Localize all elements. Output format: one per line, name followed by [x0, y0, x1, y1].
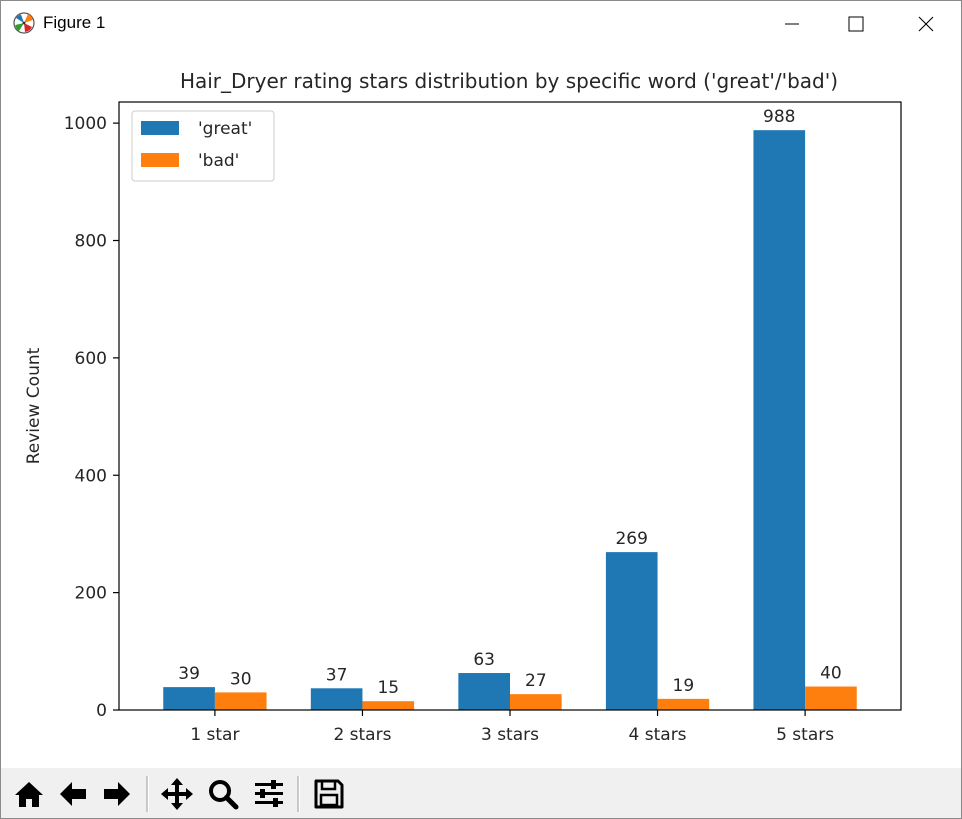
pan-move-icon	[161, 778, 193, 810]
x-tick-label: 5 stars	[776, 725, 834, 745]
y-ticks-layer: 0 200 400 600 800 1000	[64, 114, 119, 721]
legend-label-bad: 'bad'	[198, 151, 239, 171]
save-button[interactable]	[309, 774, 349, 814]
zoom-button[interactable]	[203, 774, 243, 814]
zoom-magnifier-icon	[209, 780, 239, 810]
home-icon	[15, 782, 43, 807]
data-label-bad-2: 15	[377, 678, 399, 698]
toolbar-separator	[297, 776, 300, 812]
configure-subplots-icon	[255, 780, 283, 807]
maximize-button[interactable]	[827, 1, 885, 47]
bar-bad-2	[362, 701, 415, 710]
home-button[interactable]	[9, 774, 49, 814]
figure-canvas[interactable]: Hair_Dryer rating stars distribution by …	[1, 47, 961, 767]
save-disk-icon	[314, 779, 344, 809]
y-tick-label: 400	[75, 466, 107, 486]
legend-label-great: 'great'	[198, 119, 252, 139]
bar-great-2	[310, 688, 363, 710]
y-tick-label: 200	[75, 584, 107, 604]
forward-button[interactable]	[97, 774, 137, 814]
y-tick-label: 0	[96, 701, 107, 721]
data-label-bad-4: 19	[673, 676, 695, 696]
x-ticks-layer: 1 star 2 stars 3 stars 4 stars 5 stars	[190, 710, 834, 745]
x-tick-label: 3 stars	[481, 725, 539, 745]
y-tick-label: 600	[75, 349, 107, 369]
legend-swatch-bad	[141, 153, 179, 167]
x-tick-label: 2 stars	[333, 725, 391, 745]
data-label-bad-5: 40	[820, 664, 842, 684]
data-label-great-4: 269	[615, 529, 647, 549]
legend: 'great' 'bad'	[131, 110, 275, 182]
bar-great-3	[458, 673, 510, 710]
bar-great-5	[753, 130, 806, 710]
title-bar[interactable]: Figure 1	[1, 1, 961, 47]
forward-arrow-icon	[104, 782, 130, 806]
data-label-great-3: 63	[473, 650, 495, 670]
window-title: Figure 1	[43, 13, 106, 32]
bar-bad-3	[510, 694, 562, 710]
data-label-bad-3: 27	[525, 671, 547, 691]
pan-button[interactable]	[157, 774, 197, 814]
close-icon	[918, 16, 934, 32]
data-label-great-1: 39	[178, 664, 200, 684]
back-arrow-icon	[60, 782, 86, 806]
bar-great-1	[163, 687, 215, 710]
y-tick-label: 1000	[64, 114, 107, 134]
close-button[interactable]	[897, 1, 955, 47]
toolbar-separator	[146, 776, 149, 812]
configure-subplots-button[interactable]	[249, 774, 289, 814]
maximize-icon	[848, 16, 864, 32]
data-label-great-2: 37	[326, 665, 348, 685]
back-button[interactable]	[53, 774, 93, 814]
x-tick-label: 4 stars	[629, 725, 687, 745]
bar-bad-5	[805, 686, 857, 710]
bars-layer	[163, 130, 857, 710]
x-tick-label: 1 star	[190, 725, 239, 745]
minimize-icon	[785, 23, 799, 25]
data-label-bad-1: 30	[230, 669, 252, 689]
y-tick-label: 800	[75, 232, 107, 252]
bar-bad-4	[657, 698, 710, 710]
matplotlib-logo-icon	[13, 12, 35, 34]
y-axis-label: Review Count	[24, 347, 44, 464]
minimize-button[interactable]	[763, 1, 821, 47]
legend-swatch-great	[141, 121, 179, 135]
data-label-great-5: 988	[763, 107, 795, 127]
navigation-toolbar	[1, 768, 961, 818]
bar-chart: Hair_Dryer rating stars distribution by …	[24, 69, 902, 745]
chart-title: Hair_Dryer rating stars distribution by …	[180, 69, 838, 93]
bar-great-4	[605, 552, 658, 710]
data-labels-layer: 39 37 63 269 988 30 15 27 19 40	[178, 107, 841, 698]
bar-bad-1	[214, 692, 267, 710]
